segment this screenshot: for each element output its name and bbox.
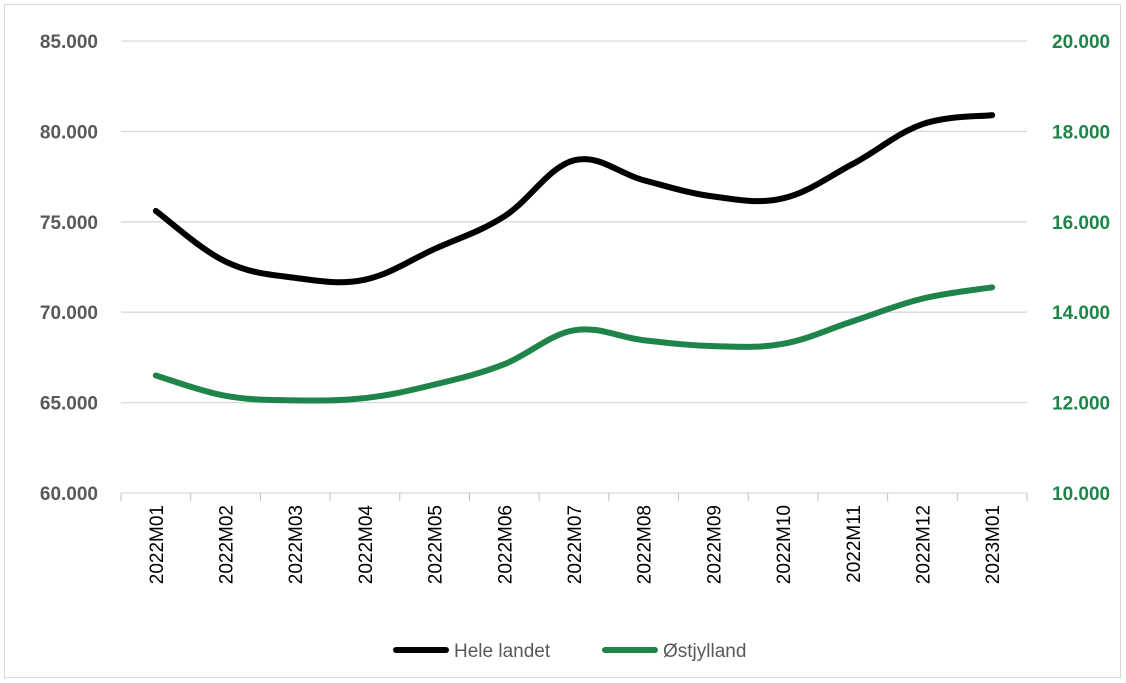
x-tick-label: 2022M06 <box>495 505 516 584</box>
x-tick-label: 2022M05 <box>426 505 447 584</box>
x-tick-label: 2022M07 <box>565 505 586 584</box>
legend-label: Østjylland <box>663 641 746 662</box>
right-tick-label: 16.000 <box>1052 213 1110 234</box>
x-tick-label: 2022M12 <box>913 505 934 584</box>
left-tick-label: 85.000 <box>40 32 98 53</box>
left-tick-label: 60.000 <box>40 484 98 505</box>
right-tick-label: 10.000 <box>1052 484 1110 505</box>
left-tick-label: 80.000 <box>40 122 98 143</box>
right-axis: 10.000 12.000 14.000 16.000 18.000 20.000 <box>1052 32 1110 505</box>
left-tick-label: 70.000 <box>40 303 98 324</box>
x-tick-label: 2022M08 <box>635 505 656 584</box>
legend-label: Hele landet <box>454 641 551 662</box>
x-tick-label: 2022M10 <box>774 505 795 584</box>
left-tick-label: 65.000 <box>40 394 98 415</box>
right-tick-label: 14.000 <box>1052 303 1110 324</box>
legend: Hele landet Østjylland <box>393 641 746 662</box>
right-tick-label: 18.000 <box>1052 122 1110 143</box>
x-tick-label: 2022M01 <box>147 505 168 584</box>
left-axis: 60.000 65.000 70.000 75.000 80.000 85.000 <box>40 32 98 505</box>
gridlines <box>121 40 1027 494</box>
x-tick-label: 2022M11 <box>844 505 865 583</box>
x-tick-label: 2023M01 <box>983 505 1004 584</box>
series-line-2 <box>152 284 996 404</box>
x-tick-label: 2022M04 <box>356 505 377 585</box>
right-tick-label: 12.000 <box>1052 394 1110 415</box>
right-tick-label: 20.000 <box>1052 32 1110 53</box>
x-tick-label: 2022M03 <box>286 505 307 584</box>
x-tick-label: 2022M02 <box>217 505 238 584</box>
chart-frame <box>4 4 1121 678</box>
series-line-1 <box>152 112 996 286</box>
x-axis: 2022M01 2022M02 2022M03 2022M04 2022M05 2022M… <box>120 493 1028 585</box>
x-tick-label: 2022M09 <box>704 505 725 584</box>
series-lines <box>152 112 996 404</box>
left-tick-label: 75.000 <box>40 213 98 234</box>
